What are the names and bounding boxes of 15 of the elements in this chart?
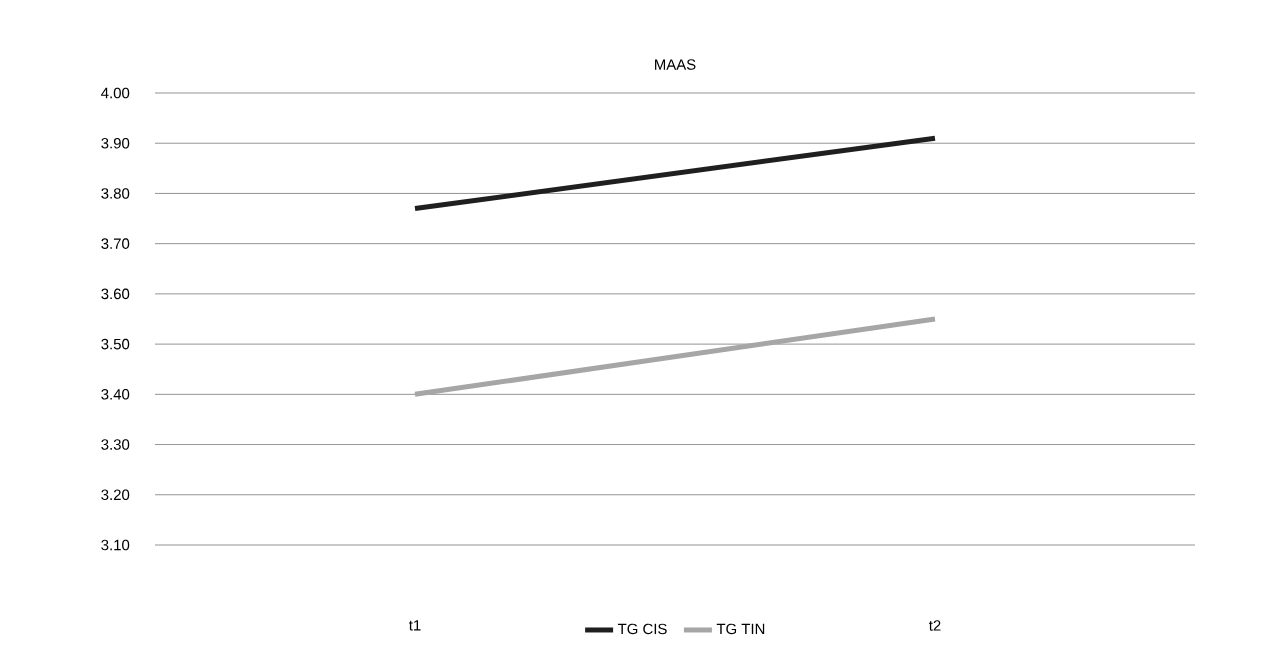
y-tick-label: 3.40: [101, 389, 130, 400]
y-tick-label: 3.30: [101, 439, 130, 450]
x-tick-label: t2: [928, 620, 941, 631]
y-tick-label: 4.00: [101, 87, 130, 99]
y-tick-label: 3.10: [101, 539, 130, 551]
y-tick-label: 3.80: [101, 188, 130, 199]
legend-label: TG TIN: [716, 623, 765, 635]
legend-label: TG CIS: [617, 623, 667, 635]
y-tick-label: 3.90: [101, 137, 130, 149]
x-tick-label: t1: [408, 620, 421, 631]
chart-title: MAAS: [655, 59, 696, 70]
y-tick-label: 3.50: [101, 338, 130, 350]
y-tick-label: 3.20: [101, 489, 130, 501]
y-tick-label: 3.70: [101, 238, 130, 249]
y-tick-label: 3.60: [101, 288, 130, 300]
